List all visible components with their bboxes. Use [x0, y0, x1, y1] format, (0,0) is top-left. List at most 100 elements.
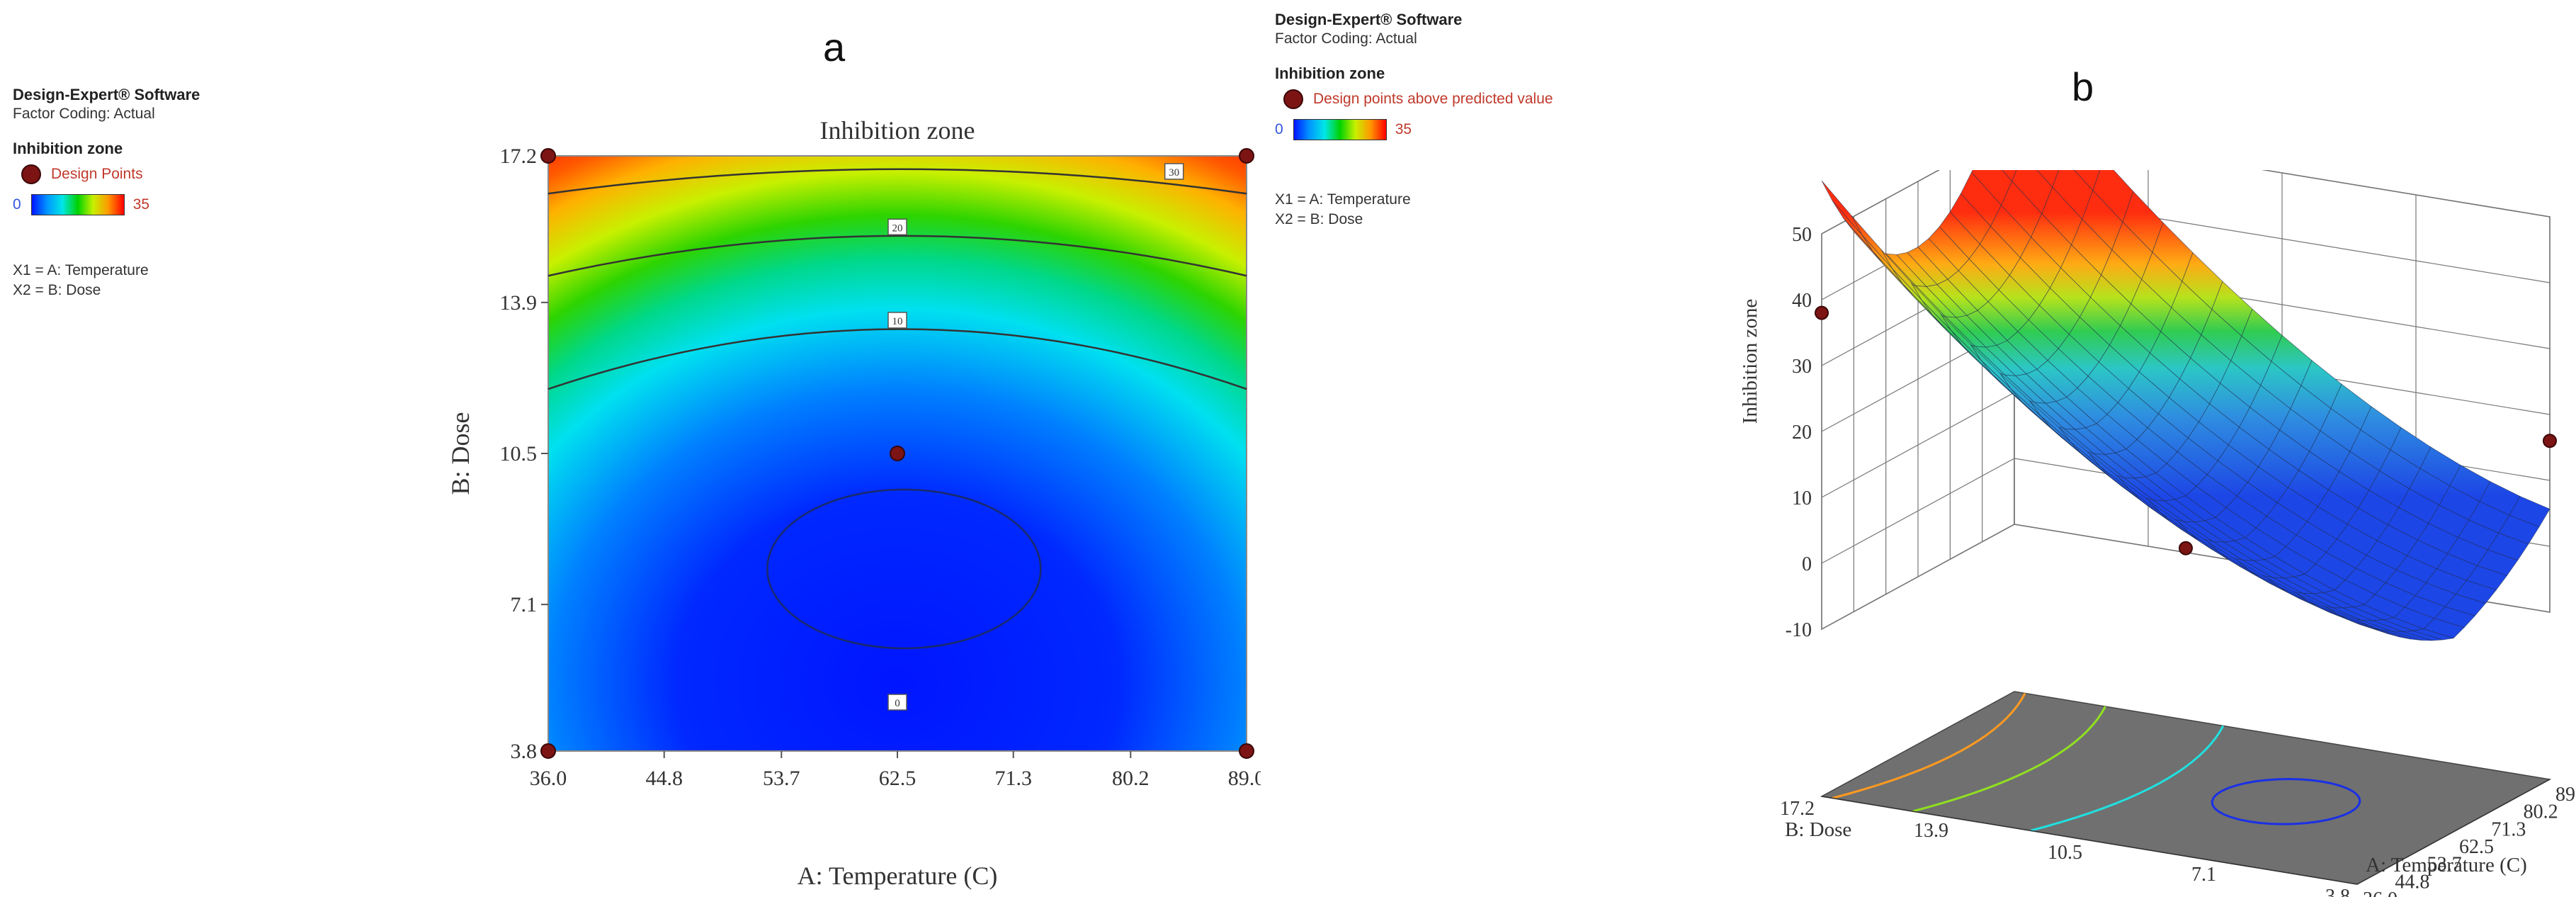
surface-x-axis-label: A: Temperature (C) [2366, 854, 2527, 876]
y-tick-label: 7.1 [2191, 864, 2216, 886]
design-points-legend: Design points above predicted value [1275, 89, 1672, 109]
contour-line-30 [547, 168, 1247, 195]
factor-x2: X2 = B: Dose [13, 282, 101, 298]
contour-title: Inhibition zone [820, 116, 975, 145]
surface-plot: 36.044.853.762.571.380.289.0 3.8 7.1 10.5 13… [1739, 170, 2576, 897]
x-tick-label: 44.8 [645, 767, 683, 790]
y-axis-line [1821, 796, 2358, 885]
contour-plot: 0 10 20 30 36.0 44.8 53.7 62.5 71.3 80.2 89.0 3.8 7… [446, 116, 1261, 890]
design-points-legend: Design Points [13, 164, 254, 184]
design-points-legend-label: Design points above predicted value [1313, 91, 1553, 107]
factor-coding: Factor Coding: Actual [13, 106, 155, 122]
contour-line-20 [547, 235, 1247, 277]
color-scale: 0 35 [13, 194, 254, 215]
contour-label-box [887, 312, 907, 329]
x-tick-label: 44.8 [2395, 871, 2429, 893]
x-tick-label: 80.2 [2524, 801, 2558, 823]
design-point [2543, 434, 2557, 448]
y-tick-label: 10.5 [2048, 842, 2082, 864]
x-tick-label: 36.0 [530, 767, 567, 790]
floor-contour [1832, 692, 2026, 799]
z-tick-label: -10 [1786, 619, 1812, 641]
contour-line-10 [547, 328, 1247, 390]
contour-line-0 [766, 488, 1042, 650]
color-scale: 0 35 [1275, 119, 1672, 140]
surface-z-axis-label: Inhibition zone [1739, 299, 1761, 424]
z-tick-label: 40 [1792, 290, 1812, 312]
z-tick-label: 50 [1792, 224, 1812, 246]
design-point [540, 148, 556, 164]
left-legend-panel: Design-Expert® Software Factor Coding: A… [13, 85, 254, 300]
contour-level-label: 0 [895, 698, 900, 709]
floor-contour [1912, 706, 2106, 813]
design-point [540, 743, 556, 759]
surface-patch [2327, 607, 2368, 626]
factor-x1: X1 = A: Temperature [13, 262, 149, 278]
x-tick-label: 62.5 [879, 767, 917, 790]
y-tick-label: 17.2 [500, 145, 538, 168]
floor-contour [2030, 725, 2225, 832]
design-point [1815, 305, 1829, 320]
x-tick-label: 53.7 [2427, 854, 2462, 876]
surface-patch [2036, 170, 2060, 188]
contour-labels: 0 10 20 30 [887, 163, 1184, 711]
color-scale-bar [30, 194, 125, 215]
contour-y-axis-label: B: Dose [446, 412, 475, 495]
contour-level-label: 10 [892, 316, 903, 327]
x-tick-label: 62.5 [2459, 836, 2494, 858]
factor-x2: X2 = B: Dose [1275, 211, 1363, 227]
surface-y-axis-label: B: Dose [1785, 818, 1851, 841]
design-point [2179, 541, 2193, 555]
panel-b-label: b [2072, 64, 2094, 109]
contour-level-label: 30 [1169, 167, 1179, 179]
surface-axes: 36.044.853.762.571.380.289.0 3.8 7.1 10.5 13… [1780, 224, 2576, 897]
design-point [1239, 743, 1254, 759]
surface-mesh [1821, 170, 2551, 641]
contour-label-box [1164, 163, 1184, 180]
x-tick-label: 36.0 [2363, 888, 2398, 897]
color-scale-min: 0 [1275, 121, 1283, 137]
design-points-legend-label: Design Points [51, 166, 143, 182]
design-point [890, 446, 905, 461]
design-point-marker-icon [1283, 89, 1303, 109]
z-tick-label: 30 [1792, 356, 1812, 378]
contour-level-label: 20 [892, 222, 903, 234]
design-point [1239, 148, 1254, 164]
y-tick-label: 13.9 [1914, 820, 1948, 842]
contour-label-box [887, 694, 907, 711]
contour-label-box [887, 218, 907, 236]
panel-a-label: a [823, 25, 846, 69]
contour-axes: 36.0 44.8 53.7 62.5 71.3 80.2 89.0 3.8 7.1 10.5 13… [500, 145, 1261, 790]
x-tick-label: 89.0 [2555, 784, 2576, 806]
floor-contour-zero [2211, 778, 2361, 825]
x-tick-label: 89.0 [1228, 767, 1261, 790]
contour-x-axis-label: A: Temperature (C) [798, 862, 998, 890]
color-scale-bar [1293, 119, 1387, 140]
y-tick-label: 7.1 [511, 593, 538, 616]
software-name: Design-Expert® Software [1275, 11, 1463, 28]
z-tick-label: 20 [1792, 422, 1812, 444]
contour-lines [547, 168, 1247, 650]
response-name: Inhibition zone [13, 140, 123, 157]
color-scale-max: 35 [132, 196, 150, 213]
design-point-marker-icon [21, 164, 41, 184]
x-tick-label: 80.2 [1112, 767, 1150, 790]
surface-design-points [1815, 305, 2557, 555]
z-tick-label: 0 [1802, 553, 1812, 575]
right-legend-panel: Design-Expert® Software Factor Coding: A… [1275, 10, 1672, 230]
x-tick-label: 71.3 [994, 767, 1032, 790]
y-tick-label: 17.2 [1780, 798, 1815, 820]
y-tick-label: 3.8 [2325, 886, 2350, 897]
x-axis-line [2356, 779, 2551, 885]
x-tick-label: 53.7 [763, 767, 800, 790]
color-scale-min: 0 [13, 196, 21, 213]
x-tick-label: 71.3 [2491, 818, 2526, 840]
software-name: Design-Expert® Software [13, 86, 200, 103]
z-tick-label: 10 [1792, 487, 1812, 509]
y-tick-label: 10.5 [500, 442, 538, 466]
y-tick-label: 13.9 [500, 291, 538, 315]
color-scale-max: 35 [1395, 121, 1412, 137]
factor-x1: X1 = A: Temperature [1275, 191, 1411, 208]
contour-design-points [540, 148, 1254, 759]
factor-coding: Factor Coding: Actual [1275, 30, 1417, 47]
